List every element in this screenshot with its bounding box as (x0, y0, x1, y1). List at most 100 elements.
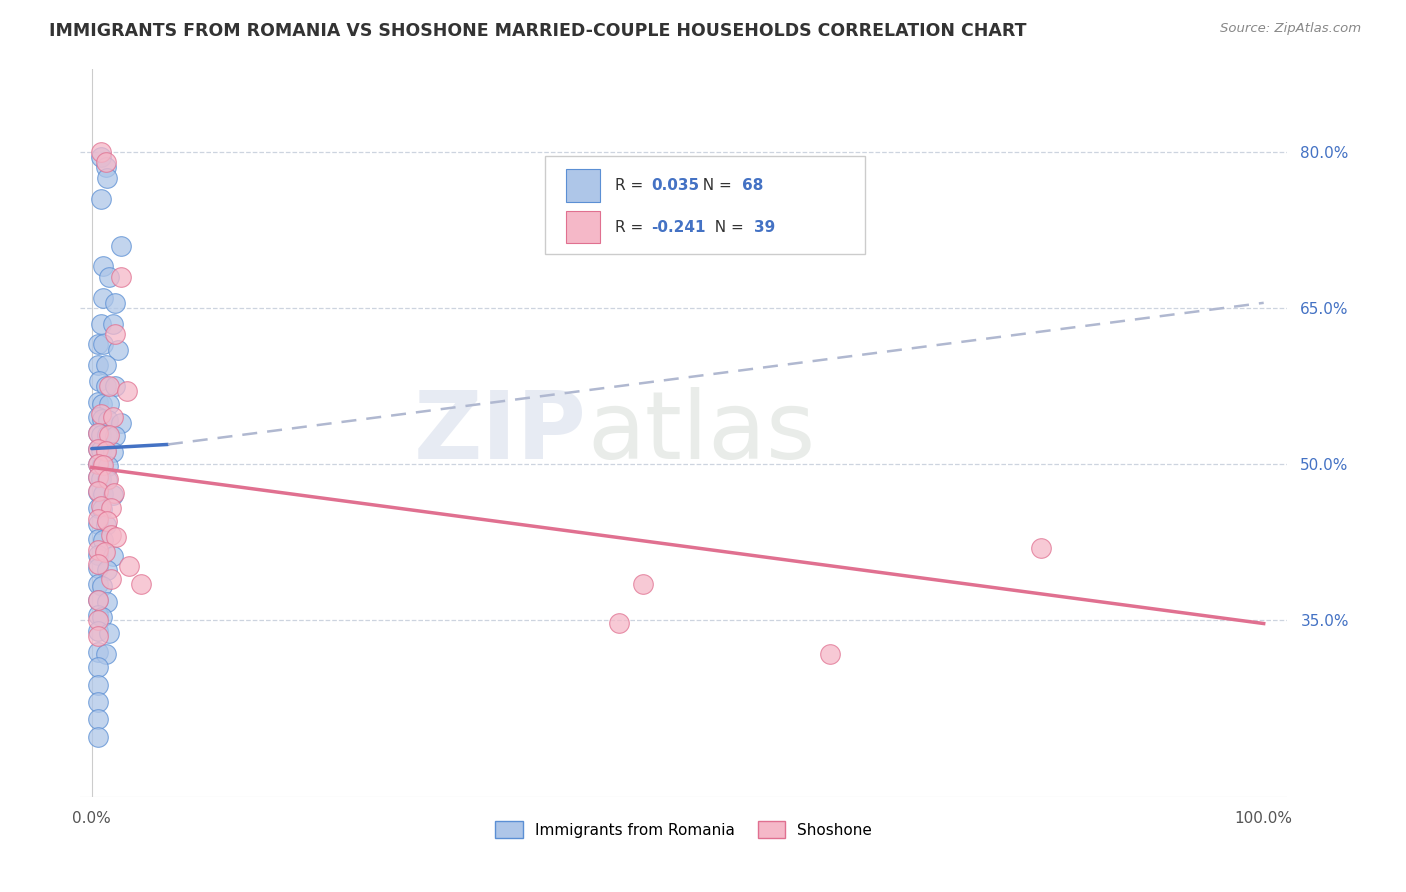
Point (104, 327, 127, 342)
Point (98, 379, 121, 393)
Point (107, 343, 129, 357)
Point (94, 647, 117, 661)
Point (98, 397, 121, 411)
Text: atlas: atlas (588, 387, 815, 479)
Point (818, 647, 841, 661)
Point (86, 532, 108, 546)
Point (100, 528, 122, 542)
Point (631, 577, 654, 591)
Point (104, 295, 127, 310)
Legend: Immigrants from Romania, Shoshone: Immigrants from Romania, Shoshone (489, 814, 879, 845)
Text: N =: N = (693, 178, 737, 193)
Point (86, 614, 108, 628)
Point (86, 485, 108, 500)
Point (90, 428, 112, 442)
Point (94, 161, 117, 175)
Point (101, 317, 124, 331)
Text: N =: N = (706, 219, 749, 235)
Point (90, 472, 112, 486)
Point (96, 170, 118, 185)
Point (94, 443, 117, 458)
Point (86, 457, 108, 471)
Point (90, 499, 112, 513)
Point (86, 730, 108, 744)
Point (1029, 541, 1052, 555)
Text: R =: R = (614, 219, 648, 235)
Point (93, 533, 115, 548)
Point (118, 559, 141, 574)
Point (91, 412, 114, 426)
Point (96, 515, 118, 529)
Text: Source: ZipAtlas.com: Source: ZipAtlas.com (1220, 22, 1361, 36)
Text: IMMIGRANTS FROM ROMANIA VS SHOSHONE MARRIED-COUPLE HOUSEHOLDS CORRELATION CHART: IMMIGRANTS FROM ROMANIA VS SHOSHONE MARR… (49, 22, 1026, 40)
Text: 39: 39 (754, 219, 775, 235)
Point (86, 629, 108, 643)
Point (100, 572, 122, 586)
Point (86, 359, 108, 373)
FancyBboxPatch shape (567, 211, 600, 244)
Point (129, 577, 152, 591)
Point (90, 192, 112, 206)
Point (93, 337, 115, 351)
Point (86, 516, 108, 531)
Point (86, 394, 108, 409)
Point (90, 145, 112, 159)
Point (98, 626, 121, 640)
Point (86, 557, 108, 571)
Point (86, 624, 108, 638)
Point (110, 416, 132, 430)
Point (96, 473, 118, 487)
Text: 68: 68 (741, 178, 763, 193)
Point (86, 442, 108, 456)
Point (90, 150, 112, 164)
Point (91, 610, 114, 624)
Point (86, 500, 108, 515)
Point (100, 500, 122, 515)
Point (86, 442, 108, 456)
Point (86, 469, 108, 483)
Point (90, 407, 112, 421)
Point (86, 577, 108, 591)
Point (96, 595, 118, 609)
Point (86, 592, 108, 607)
Point (94, 379, 117, 393)
Point (94, 359, 117, 373)
Point (90, 317, 112, 331)
Point (101, 410, 124, 425)
Point (93, 260, 115, 274)
Point (97, 472, 120, 486)
Point (97, 459, 120, 474)
Point (97, 413, 120, 427)
Point (86, 469, 108, 483)
Point (86, 592, 108, 607)
Point (110, 269, 132, 284)
Point (86, 712, 108, 726)
FancyBboxPatch shape (567, 169, 600, 202)
Text: R =: R = (614, 178, 648, 193)
Point (607, 615, 630, 630)
Point (93, 544, 115, 558)
Point (86, 542, 108, 557)
Point (94, 517, 117, 532)
Point (93, 458, 115, 473)
Point (103, 486, 125, 500)
Point (86, 512, 108, 526)
FancyBboxPatch shape (544, 156, 865, 254)
Point (101, 549, 124, 563)
Point (115, 384, 138, 399)
Point (86, 457, 108, 471)
Point (86, 561, 108, 575)
Point (91, 579, 114, 593)
Point (101, 488, 124, 502)
Point (87, 374, 110, 388)
Point (104, 429, 127, 443)
Point (98, 428, 121, 442)
Text: -0.241: -0.241 (651, 219, 706, 235)
Point (91, 458, 114, 473)
Point (86, 608, 108, 623)
Point (105, 530, 128, 544)
Point (96, 428, 118, 442)
Point (86, 484, 108, 499)
Point (91, 502, 114, 516)
Point (101, 444, 124, 458)
